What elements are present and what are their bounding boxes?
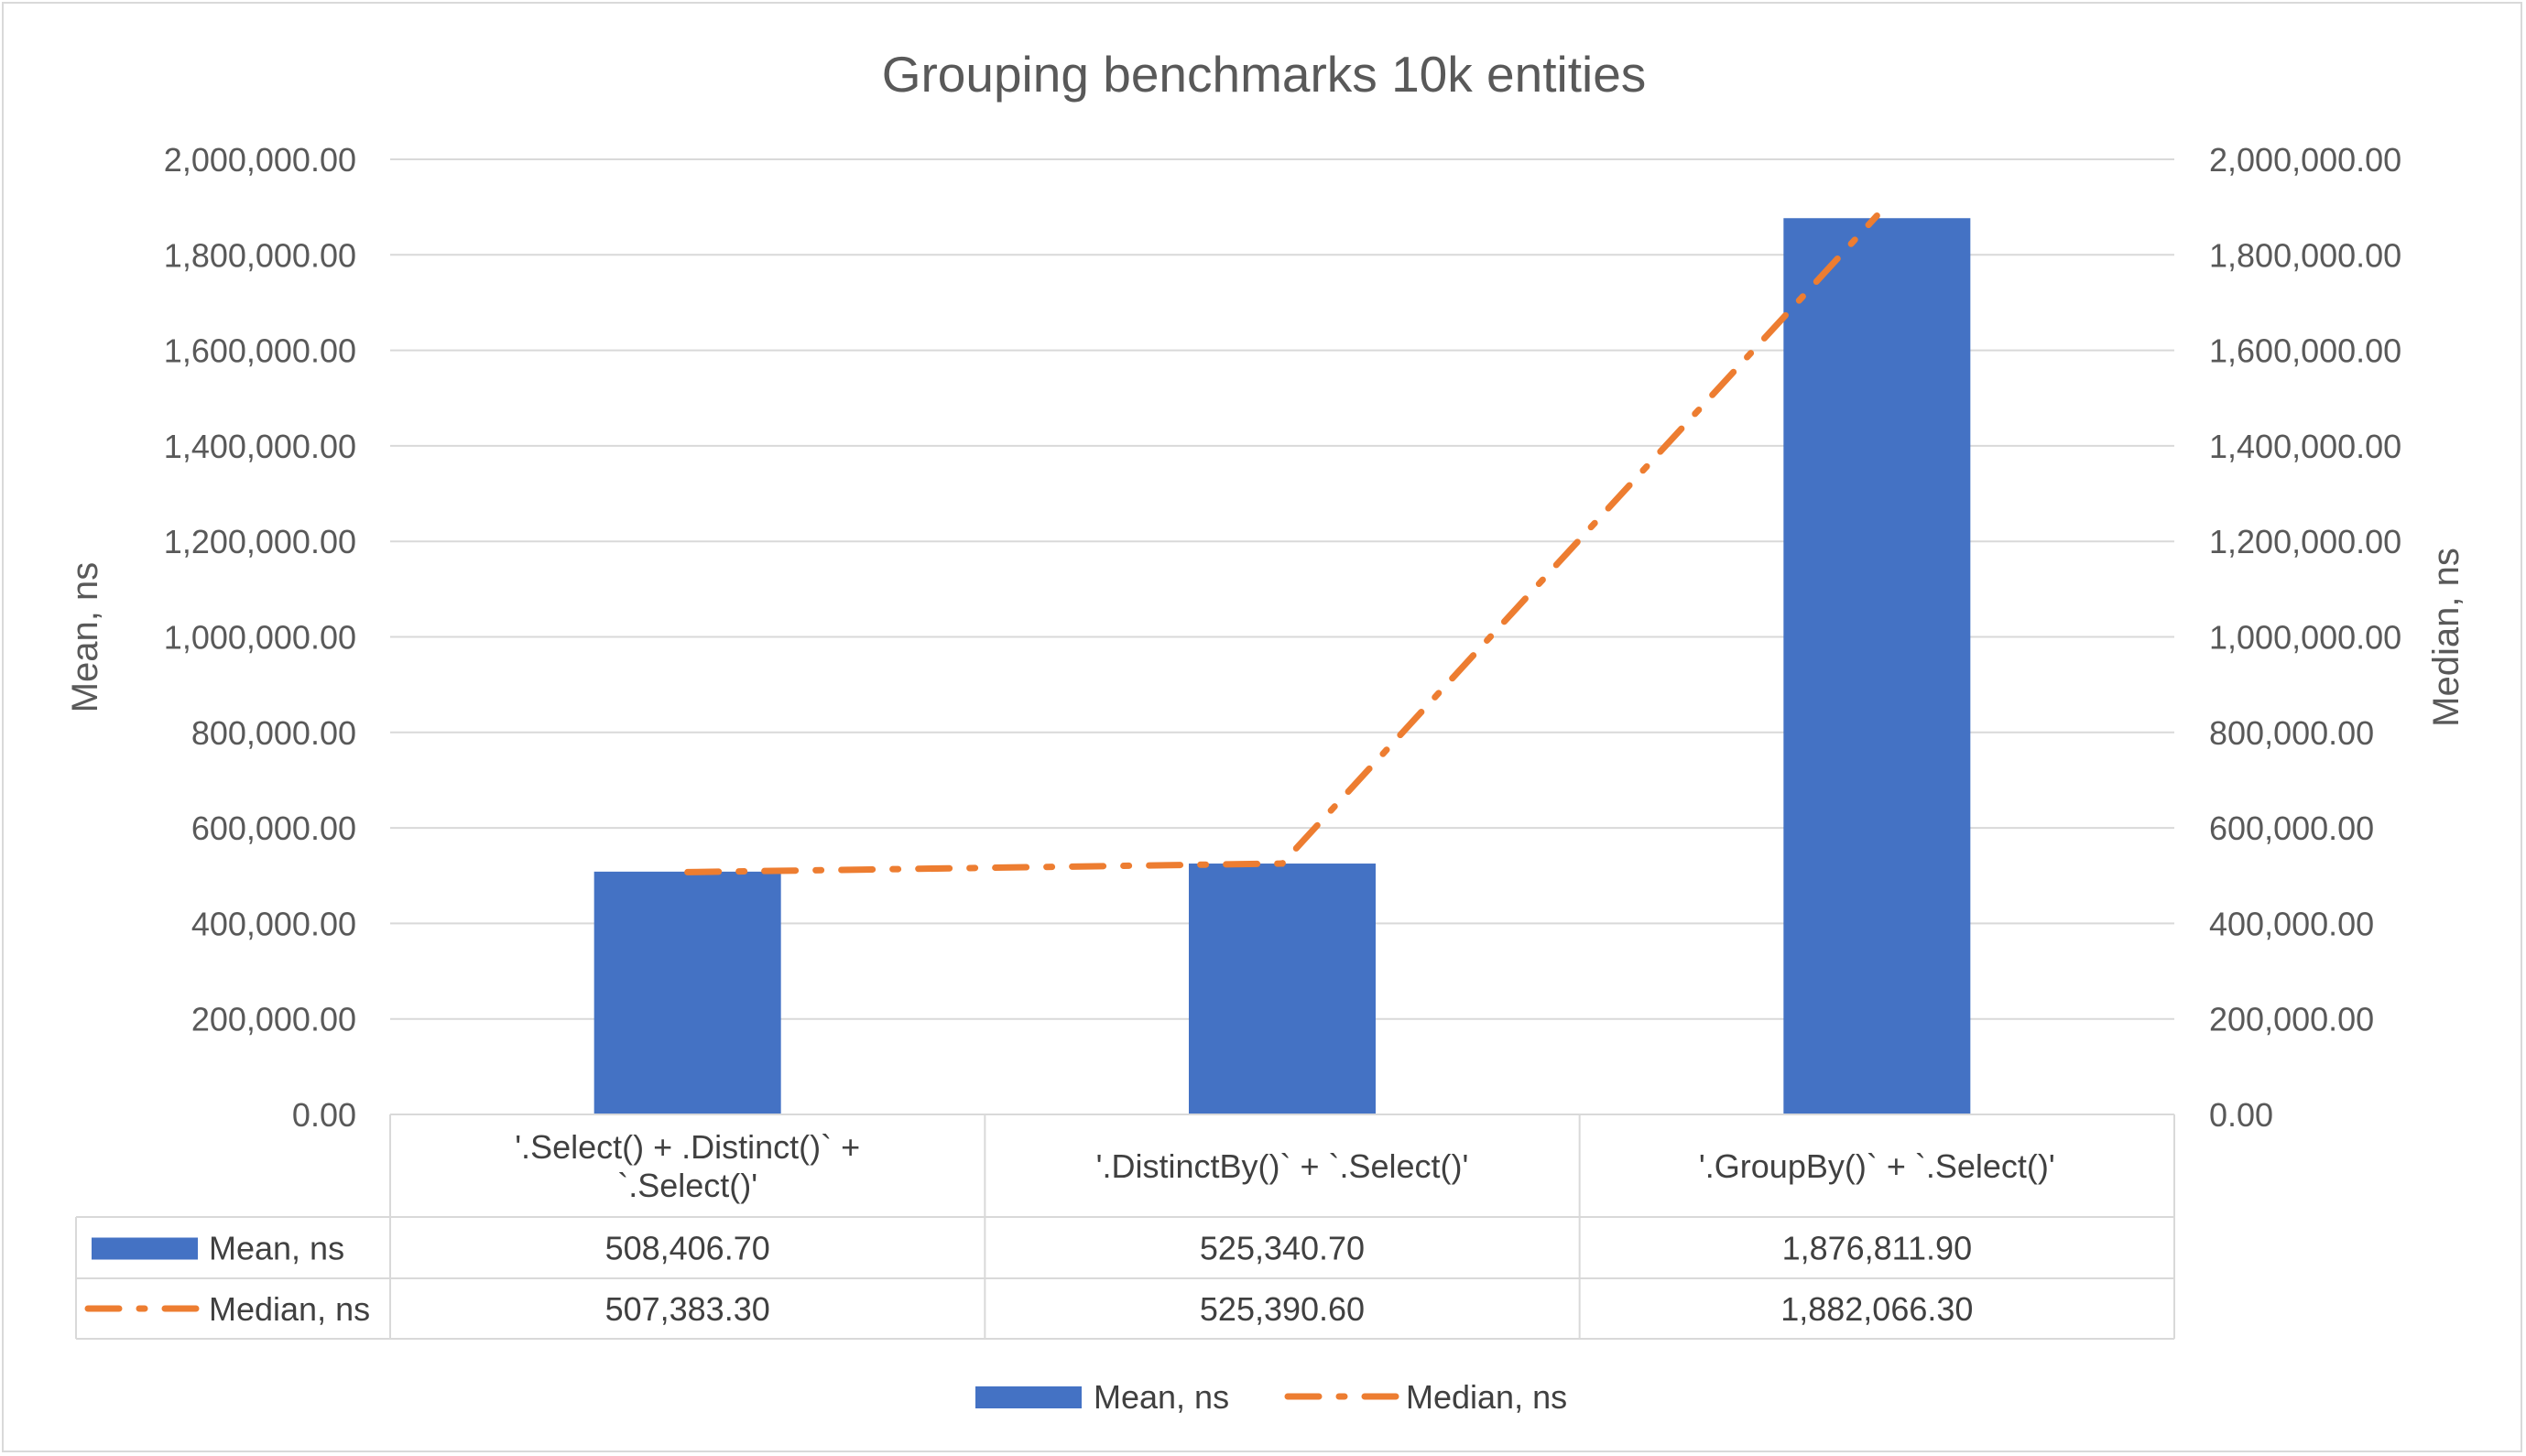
y-tick-left-label: 1,400,000.00 [164,428,356,465]
y-tick-right-label: 200,000.00 [2209,1001,2374,1038]
y-tick-right-label: 800,000.00 [2209,714,2374,752]
table-value: 507,383.30 [605,1290,770,1328]
table-series-name: Mean, ns [209,1230,344,1267]
y-tick-left-label: 600,000.00 [191,809,356,847]
category-label: '.Select() + .Distinct()` + [515,1128,860,1166]
chart-canvas: Grouping benchmarks 10k entities Mean, n… [65,46,2466,1416]
y-tick-left-label: 400,000.00 [191,905,356,942]
y-tick-right-label: 0.00 [2209,1096,2273,1134]
bar-series [593,218,1971,1114]
legend-key-bar [975,1386,1082,1408]
table-value: 525,390.60 [1200,1290,1365,1328]
y-tick-right-label: 400,000.00 [2209,905,2374,942]
table-value: 525,340.70 [1200,1230,1365,1267]
y-tick-right-label: 2,000,000.00 [2209,141,2401,179]
table-series-name: Median, ns [209,1290,370,1328]
gridlines: 0.00 0.00 200,000.00 200,000.00 400,000.00 40… [164,141,2401,1134]
legend: Mean, ns Median, ns [975,1378,1567,1416]
y-tick-right-label: 1,600,000.00 [2209,332,2401,370]
median-line [684,212,1880,875]
table-key-bar [92,1237,198,1260]
y-tick-left-label: 800,000.00 [191,714,356,752]
y-tick-left-label: 1,600,000.00 [164,332,356,370]
bar [593,871,781,1114]
data-table: '.Select() + .Distinct()` +`.Select()' '.… [75,1114,2175,1340]
category-label: `.Select()' [617,1167,757,1204]
table-value: 1,882,066.30 [1780,1290,1973,1328]
y-tick-left-label: 2,000,000.00 [164,141,356,179]
y-tick-left-label: 1,200,000.00 [164,523,356,560]
y-tick-right-label: 1,000,000.00 [2209,619,2401,657]
y-axis-left-title: Mean, ns [65,562,105,713]
table-value: 508,406.70 [605,1230,770,1267]
table-value: 1,876,811.90 [1782,1230,1973,1267]
bar [1189,864,1376,1114]
y-tick-right-label: 1,400,000.00 [2209,428,2401,465]
category-label: '.GroupBy()` + `.Select()' [1699,1147,2055,1185]
y-tick-right-label: 1,200,000.00 [2209,523,2401,560]
legend-label: Mean, ns [1094,1378,1229,1416]
y-tick-right-label: 600,000.00 [2209,809,2374,847]
y-tick-left-label: 1,000,000.00 [164,619,356,657]
category-label: '.DistinctBy()` + `.Select()' [1096,1147,1469,1185]
y-tick-left-label: 200,000.00 [191,1001,356,1038]
legend-label: Median, ns [1406,1378,1567,1416]
bar [1783,218,1971,1114]
y-axis-right-title: Median, ns [2426,548,2466,727]
y-tick-right-label: 1,800,000.00 [2209,236,2401,274]
y-tick-left-label: 1,800,000.00 [164,236,356,274]
chart-title: Grouping benchmarks 10k entities [882,46,1647,103]
line-series [684,212,1880,875]
y-tick-left-label: 0.00 [292,1096,356,1134]
